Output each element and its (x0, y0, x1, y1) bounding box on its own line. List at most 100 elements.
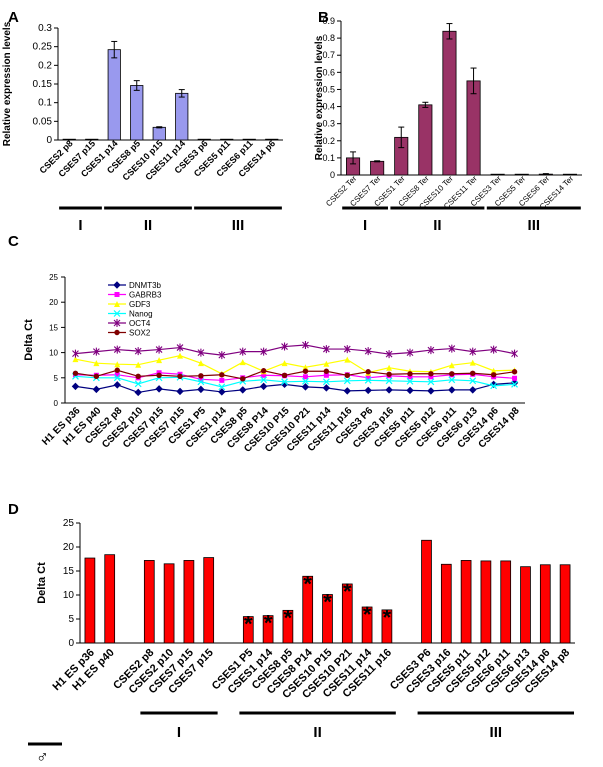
point-dnmt3b (469, 386, 477, 394)
point-sox2 (344, 372, 350, 378)
bar-cses8-p14 (302, 575, 314, 644)
point-gdf3 (448, 362, 455, 369)
point-dnmt3b (113, 381, 121, 389)
point-oct4 (155, 345, 163, 354)
male-symbol: ♂ (36, 747, 49, 766)
y-tick-label: 0 (46, 135, 52, 146)
point-dnmt3b (92, 385, 101, 394)
bar-cses3-ter (490, 173, 505, 176)
legend-label: GDF3 (129, 300, 151, 309)
point-dnmt3b (176, 387, 184, 396)
significance-star: * (244, 612, 253, 637)
point-nanog (427, 378, 435, 386)
point-oct4 (134, 347, 142, 356)
bar-cses1-p14 (262, 615, 274, 644)
panel-letter: A (8, 9, 19, 26)
bar-cses5-p11 (460, 560, 472, 644)
point-gdf3 (281, 360, 288, 367)
significance-star: * (284, 605, 293, 630)
bar-cses14-p8 (559, 564, 571, 644)
y-tick-label: 0.1 (322, 153, 335, 163)
y-tick-label: 0.8 (322, 33, 335, 43)
point-oct4 (448, 344, 456, 353)
point-sox2 (470, 370, 476, 376)
bar-cses10-p15 (152, 126, 166, 141)
point-gdf3 (93, 360, 100, 367)
point-oct4 (197, 348, 205, 357)
point-sox2 (365, 369, 371, 375)
point-sox2 (177, 373, 183, 379)
point-nanog (364, 376, 372, 384)
point-gdf3 (114, 361, 121, 368)
y-tick-label: 15 (49, 323, 58, 332)
point-dnmt3b (134, 388, 142, 397)
point-oct4 (239, 347, 247, 356)
bar-cses6-p13 (520, 566, 531, 644)
point-dnmt3b (301, 383, 310, 391)
legend-label: OCT4 (129, 319, 151, 328)
point-oct4 (385, 350, 393, 359)
y-tick-label: 0.9 (322, 16, 335, 26)
point-sox2 (302, 368, 309, 374)
point-gdf3 (490, 367, 497, 374)
point-gdf3 (72, 356, 79, 363)
series-line-oct4 (75, 344, 515, 356)
point-nanog (218, 383, 226, 391)
significance-star: * (363, 602, 372, 627)
point-sox2 (219, 372, 225, 378)
point-oct4 (176, 343, 184, 352)
y-tick-label: 0.7 (322, 50, 335, 60)
bar-cses3-p6 (197, 138, 211, 141)
group-label: I (363, 217, 367, 234)
legend-marker (113, 319, 121, 327)
y-tick-label: 25 (49, 273, 58, 282)
point-oct4 (281, 342, 288, 351)
point-gabrb3 (428, 374, 434, 380)
point-nanog (469, 377, 477, 385)
legend-label: SOX2 (129, 329, 151, 338)
point-nanog (134, 380, 142, 388)
point-sox2 (386, 371, 392, 377)
point-oct4 (469, 347, 477, 356)
bar-cses10-p15 (322, 594, 333, 644)
point-oct4 (322, 345, 330, 354)
point-sox2 (114, 367, 120, 373)
y-tick-label: 0.2 (322, 136, 335, 146)
point-dnmt3b (155, 385, 163, 393)
point-nanog (511, 380, 518, 388)
point-sox2 (260, 368, 267, 374)
bar-cses14-ter (562, 173, 577, 176)
point-dnmt3b (71, 382, 80, 391)
point-sox2 (93, 373, 100, 379)
bar-cses5-p12 (480, 560, 492, 644)
point-sox2 (428, 371, 434, 377)
significance-star: * (383, 605, 392, 630)
y-tick-label: 10 (49, 349, 58, 358)
bar-cses3-p16 (440, 563, 452, 644)
bar-cses11-ter (466, 80, 481, 176)
point-sox2 (490, 372, 497, 378)
point-dnmt3b (197, 385, 205, 394)
point-gdf3 (135, 361, 142, 368)
y-tick-label: 0.15 (33, 79, 53, 90)
bar-cses7-p15 (183, 560, 195, 644)
y-tick-label: 0 (68, 638, 74, 649)
panel-a: A 0 0.05 0.1 0.15 0.2 0.25 0.3 Relative expressi… (2, 9, 283, 234)
point-nanog (260, 376, 268, 384)
y-tick-label: 0 (330, 170, 335, 180)
point-sox2 (407, 371, 413, 377)
point-sox2 (198, 373, 204, 379)
bar-cses3-p6 (421, 539, 432, 644)
legend-marker (114, 329, 120, 336)
bar-cses2-p8 (143, 560, 155, 644)
point-gabrb3 (407, 374, 413, 380)
point-oct4 (302, 341, 309, 350)
point-gabrb3 (323, 372, 329, 378)
point-sox2 (156, 372, 162, 378)
bar-cses1-p5 (242, 616, 254, 644)
point-gabrb3 (261, 372, 267, 378)
point-oct4 (260, 347, 268, 356)
point-dnmt3b (427, 387, 435, 395)
group-label: II (313, 724, 321, 741)
point-nanog (302, 377, 309, 385)
